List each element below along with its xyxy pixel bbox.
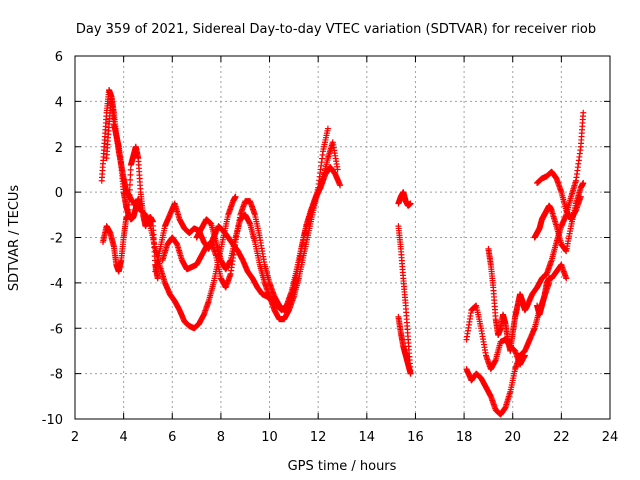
x-tick-label: 10 xyxy=(261,430,278,445)
point-marker xyxy=(580,109,587,116)
y-tick-label: -8 xyxy=(50,368,63,383)
x-tick-label: 4 xyxy=(119,430,127,445)
point-marker xyxy=(577,193,584,200)
x-tick-label: 24 xyxy=(602,430,619,445)
point-marker xyxy=(337,182,344,189)
y-tick-label: 2 xyxy=(55,141,63,156)
axis-ticks xyxy=(74,55,611,420)
point-marker xyxy=(154,275,161,282)
point-marker xyxy=(324,125,331,132)
point-marker xyxy=(580,180,587,187)
series-arc15 xyxy=(534,261,570,318)
x-tick-label: 8 xyxy=(217,430,225,445)
chart-title: Day 359 of 2021, Sidereal Day-to-day VTE… xyxy=(76,22,596,37)
y-tick-label: -10 xyxy=(42,413,63,428)
y-axis-label: SDTVAR / TECUs xyxy=(7,185,22,292)
series-arc6 xyxy=(193,125,331,323)
point-marker xyxy=(232,193,239,200)
x-tick-label: 12 xyxy=(310,430,327,445)
x-tick-labels: 2 4 6 8 10 12 14 16 18 20 22 24 xyxy=(71,430,618,445)
series-arc14 xyxy=(534,168,584,223)
series-arc4 xyxy=(152,164,344,314)
y-tick-label: 6 xyxy=(55,50,63,65)
point-marker xyxy=(563,275,570,282)
data-marks xyxy=(98,87,587,418)
series-arc8 xyxy=(395,189,414,209)
series-arc9 xyxy=(395,313,414,377)
x-tick-label: 16 xyxy=(407,430,424,445)
y-tick-label: -6 xyxy=(50,322,63,337)
y-tick-label: -2 xyxy=(50,232,63,247)
x-tick-label: 20 xyxy=(504,430,521,445)
y-tick-label: 4 xyxy=(55,95,63,110)
series-arc12 xyxy=(485,109,587,354)
x-tick-label: 14 xyxy=(359,430,376,445)
x-tick-label: 18 xyxy=(456,430,473,445)
point-marker xyxy=(407,370,414,377)
y-tick-label: -4 xyxy=(50,277,63,292)
y-tick-labels: -10 -8 -6 -4 -2 0 2 4 6 xyxy=(42,50,63,428)
x-tick-label: 2 xyxy=(71,430,79,445)
x-axis-label: GPS time / hours xyxy=(288,459,397,474)
series-arc11 xyxy=(463,302,528,373)
y-tick-label: 0 xyxy=(55,186,63,201)
point-marker xyxy=(407,200,414,207)
point-marker xyxy=(334,166,341,173)
point-marker xyxy=(521,352,528,359)
x-tick-label: 22 xyxy=(553,430,570,445)
x-tick-label: 6 xyxy=(168,430,176,445)
